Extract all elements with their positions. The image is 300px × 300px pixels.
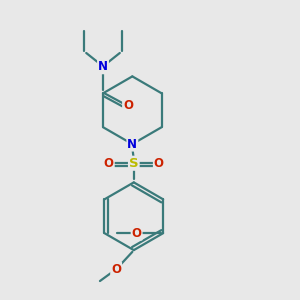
Text: S: S <box>129 157 139 170</box>
Text: O: O <box>123 99 133 112</box>
Text: N: N <box>98 60 108 73</box>
Text: N: N <box>127 138 137 151</box>
Text: O: O <box>132 227 142 240</box>
Text: O: O <box>104 157 114 170</box>
Text: O: O <box>111 263 121 276</box>
Text: O: O <box>154 157 164 170</box>
